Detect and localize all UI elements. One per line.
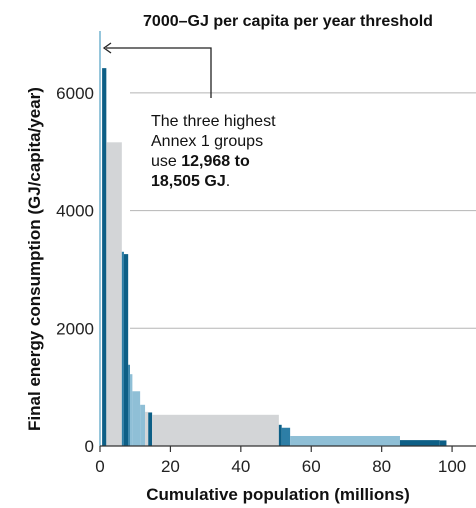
energy-bar	[123, 254, 129, 446]
x-tick-label: 0	[95, 457, 104, 476]
energy-bar	[439, 440, 447, 446]
x-tick-label: 40	[231, 457, 250, 476]
annotation: The three highest Annex 1 groups use 12,96…	[151, 113, 276, 190]
annotation-text: .	[226, 173, 230, 190]
annotation-line: The three highest	[151, 113, 276, 130]
x-tick-label: 60	[302, 457, 321, 476]
annotation-bold-text: 18,505 GJ	[151, 173, 226, 190]
annotation-text: The three highest	[151, 113, 276, 130]
energy-bar	[148, 412, 153, 446]
x-axis-title: Cumulative population (millions)	[146, 485, 410, 504]
y-tick-label: 4000	[56, 202, 94, 221]
energy-bar	[129, 374, 133, 446]
annotation-line: use 12,968 to	[151, 153, 250, 170]
axes: 0 2000 4000 6000 0 20 40 60 80 100	[56, 31, 476, 476]
bars	[102, 68, 447, 446]
y-tick-label: 6000	[56, 84, 94, 103]
energy-bar	[106, 142, 122, 446]
gridlines	[130, 92, 476, 329]
annotation-arrow	[102, 42, 212, 98]
y-axis-title: Final energy consumption (GJ/capita/year…	[25, 87, 44, 431]
x-tick-label: 20	[161, 457, 180, 476]
energy-bar	[145, 411, 149, 446]
annotation-line: 18,505 GJ.	[151, 173, 230, 190]
energy-bar	[102, 68, 107, 446]
annotation-bold-text: 12,968 to	[181, 153, 250, 170]
energy-bar	[128, 364, 130, 446]
annotation-text: use	[151, 153, 181, 170]
energy-bar	[132, 391, 141, 446]
energy-bar	[152, 414, 279, 446]
y-tick-label: 0	[85, 437, 94, 456]
energy-bar	[278, 424, 282, 446]
energy-bar	[399, 440, 440, 446]
annotation-text: Annex 1 groups	[151, 133, 263, 150]
x-tick-label: 100	[438, 457, 466, 476]
annotation-line: Annex 1 groups	[151, 133, 263, 150]
x-tick-label: 80	[372, 457, 391, 476]
energy-bar	[290, 435, 400, 446]
y-tick-label: 2000	[56, 319, 94, 338]
energy-bar	[121, 251, 124, 446]
energy-bar	[281, 427, 291, 446]
energy-bar	[140, 404, 146, 446]
chart-title: 7000–GJ per capita per year threshold	[143, 13, 433, 30]
